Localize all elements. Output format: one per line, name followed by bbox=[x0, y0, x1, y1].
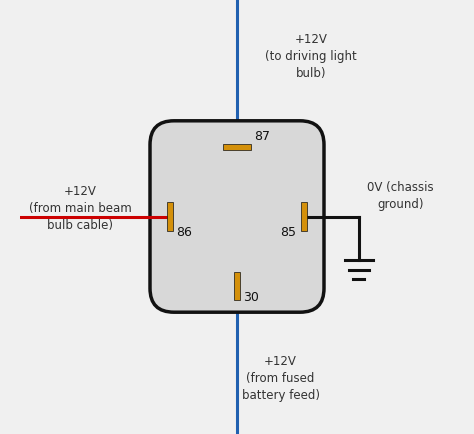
Text: 30: 30 bbox=[244, 291, 259, 304]
Text: 87: 87 bbox=[255, 130, 270, 143]
Text: +12V
(to driving light
bulb): +12V (to driving light bulb) bbox=[265, 33, 357, 80]
Bar bbox=[166, 203, 173, 231]
Text: 86: 86 bbox=[176, 226, 192, 239]
Text: +12V
(from fused
battery feed): +12V (from fused battery feed) bbox=[241, 354, 319, 401]
Bar bbox=[301, 203, 308, 231]
Text: 85: 85 bbox=[281, 226, 297, 239]
Text: 0V (chassis
ground): 0V (chassis ground) bbox=[367, 181, 433, 210]
FancyBboxPatch shape bbox=[150, 122, 324, 312]
Bar bbox=[223, 145, 251, 151]
Bar bbox=[234, 273, 240, 300]
Text: +12V
(from main beam
bulb cable): +12V (from main beam bulb cable) bbox=[29, 185, 132, 232]
